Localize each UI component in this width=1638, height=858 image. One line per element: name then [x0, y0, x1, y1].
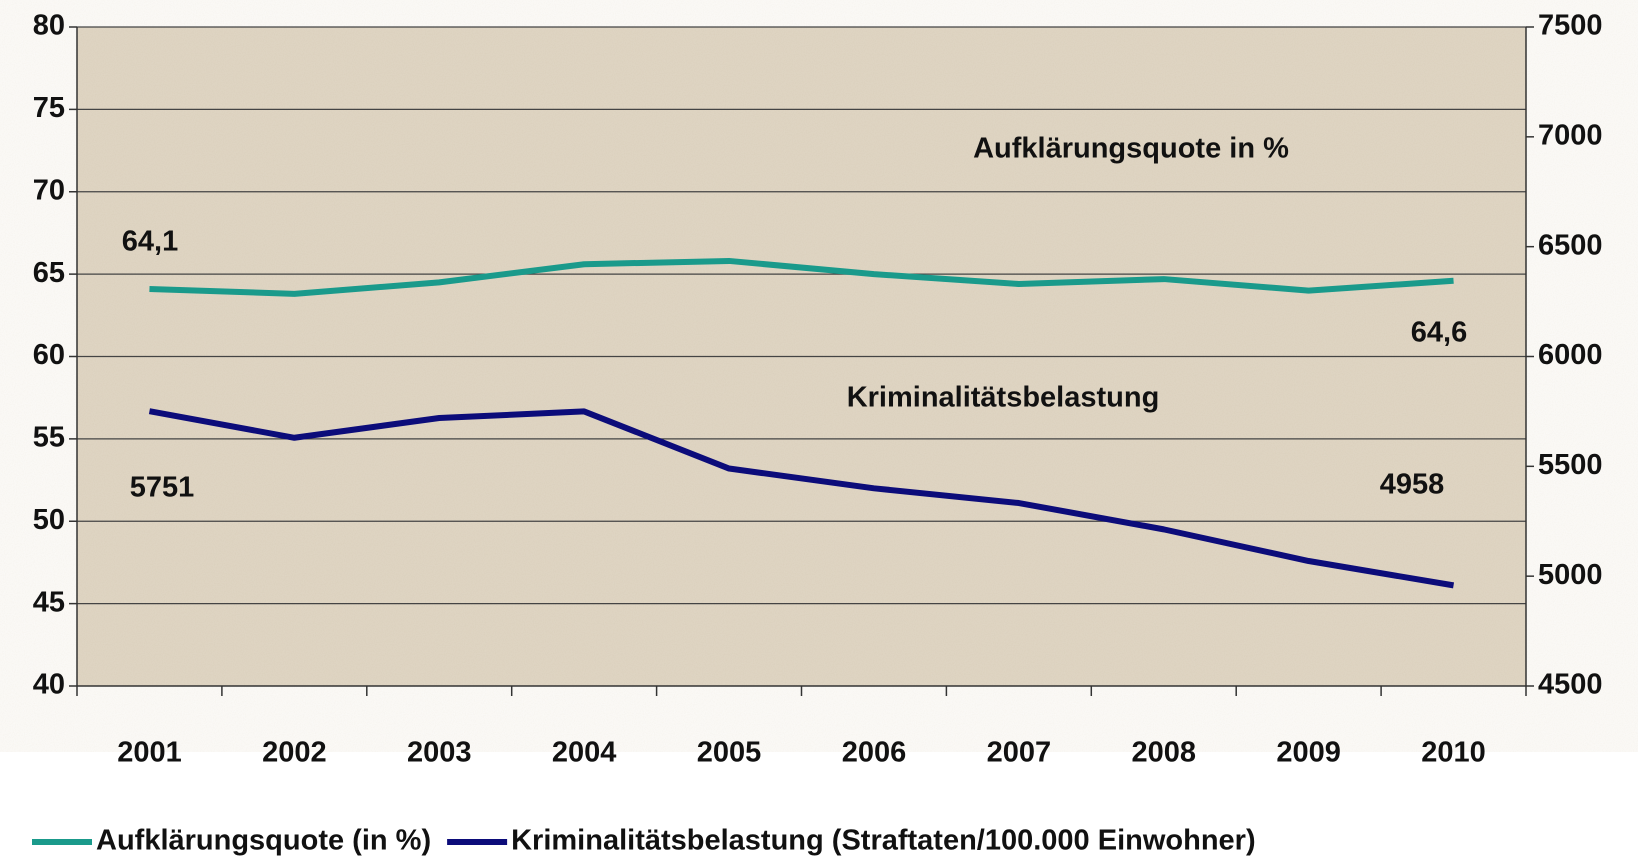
x-tick-label: 2006 — [842, 737, 907, 769]
y-tick-label: 55 — [33, 422, 65, 454]
y-tick-label: 50 — [33, 504, 65, 536]
y-tick-label: 60 — [33, 339, 65, 371]
y-tick-label: 80 — [33, 10, 65, 42]
legend-label: Aufklärungsquote (in %) — [96, 825, 431, 857]
x-tick-label: 2010 — [1421, 737, 1486, 769]
x-tick-label: 2007 — [987, 737, 1052, 769]
line — [149, 257, 1454, 297]
y2-tick-label: 5000 — [1538, 559, 1603, 591]
y2-tick-label: 5500 — [1538, 449, 1603, 481]
x-tick-label: 2008 — [1131, 737, 1196, 769]
y2-tick-label: 7500 — [1538, 10, 1603, 42]
y2-tick-label: 6500 — [1538, 229, 1603, 261]
y-tick-label: 75 — [33, 92, 65, 124]
y-tick-label: 70 — [33, 174, 65, 206]
x-tick-label: 2005 — [697, 737, 762, 769]
y2-tick-label: 6000 — [1538, 339, 1603, 371]
line — [148, 408, 1455, 589]
data-label: 4958 — [1380, 469, 1445, 501]
x-tick-label: 2003 — [407, 737, 472, 769]
x-tick-label: 2002 — [262, 737, 327, 769]
data-label: 5751 — [130, 472, 195, 504]
x-tick-label: 2004 — [552, 737, 617, 769]
y-tick-label: 65 — [33, 257, 65, 289]
y2-tick-label: 7000 — [1538, 119, 1603, 151]
annotation: Kriminalitätsbelastung — [847, 382, 1160, 414]
y-tick-label: 45 — [33, 586, 65, 618]
x-tick-label: 2009 — [1276, 737, 1341, 769]
y2-tick-label: 4500 — [1538, 669, 1603, 701]
x-tick-label: 2001 — [117, 737, 182, 769]
data-label: 64,6 — [1411, 317, 1467, 349]
legend-label: Kriminalitätsbelastung (Straftaten/100.0… — [511, 825, 1256, 857]
annotation: Aufklärungsquote in % — [973, 133, 1289, 165]
y-tick-label: 40 — [33, 669, 65, 701]
data-label: 64,1 — [122, 226, 178, 258]
